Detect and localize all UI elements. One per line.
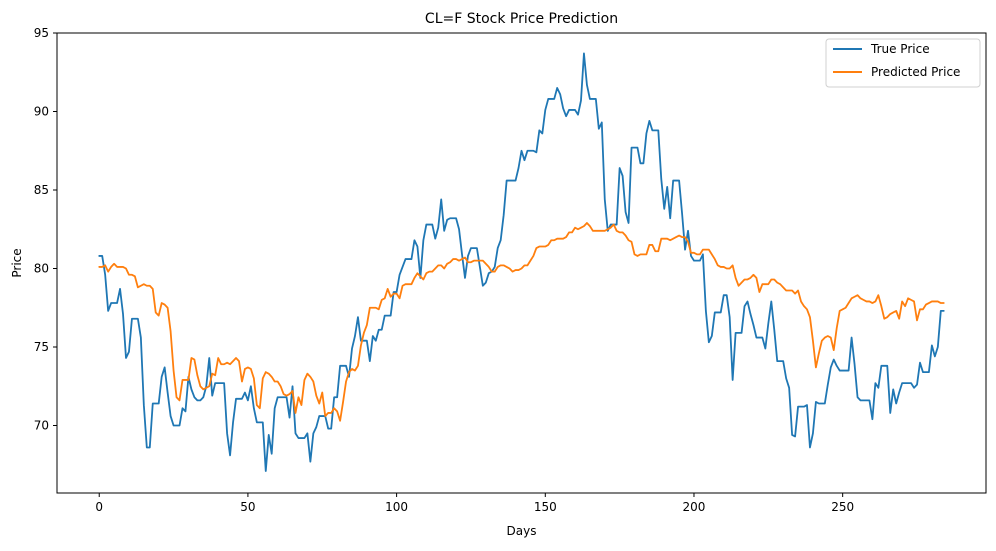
- x-tick-label-4: 200: [683, 500, 706, 514]
- x-axis-label: Days: [507, 524, 537, 538]
- y-axis-label: Price: [10, 248, 24, 277]
- x-tick-label-3: 150: [534, 500, 557, 514]
- series-lines: [98, 52, 945, 472]
- y-tick-label-2: 80: [34, 261, 49, 275]
- x-tick-label-1: 50: [240, 500, 255, 514]
- y-tick-label-5: 95: [34, 26, 49, 40]
- y-tick-label-0: 70: [34, 418, 49, 432]
- x-tick-label-5: 250: [831, 500, 854, 514]
- legend-label-predicted-price: Predicted Price: [871, 65, 960, 79]
- y-tick-label-4: 90: [34, 104, 49, 118]
- chart-legend: True Price Predicted Price: [825, 38, 981, 88]
- plot-area: [56, 32, 987, 494]
- y-tick-label-1: 75: [34, 340, 49, 354]
- y-axis-ticks: 70 75 80 85 90 95: [34, 26, 57, 432]
- y-tick-label-3: 85: [34, 183, 49, 197]
- series-line-predicted-price: [98, 222, 945, 422]
- x-axis-ticks: 0 50 100 150 200 250: [95, 493, 854, 514]
- chart-title: CL=F Stock Price Prediction: [425, 11, 618, 27]
- legend-box: [825, 38, 981, 88]
- series-line-true-price: [98, 52, 945, 472]
- x-tick-label-0: 0: [95, 500, 103, 514]
- legend-label-true-price: True Price: [870, 42, 930, 56]
- x-tick-label-2: 100: [385, 500, 408, 514]
